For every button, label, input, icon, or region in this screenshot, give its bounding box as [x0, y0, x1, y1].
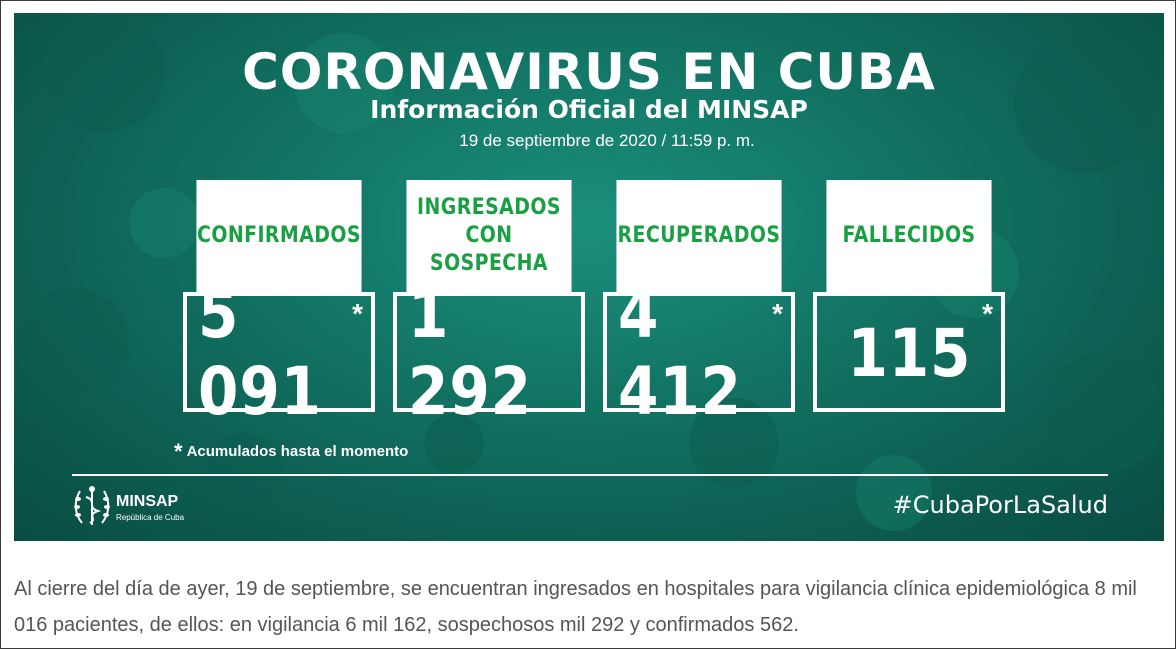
card-label: CONFIRMADOS	[196, 180, 362, 292]
asterisk-mark: *	[982, 298, 993, 329]
card-value-box: 1 292	[393, 276, 585, 430]
covid-infographic-banner: CORONAVIRUS EN CUBA Información Oficial …	[14, 13, 1164, 541]
banner-datetime: 19 de septiembre de 2020 / 11:59 p. m.	[459, 131, 755, 150]
card-value-box: 115 *	[813, 292, 1005, 412]
card-label: FALLECIDOS	[826, 180, 992, 292]
footnote: * Acumulados hasta el momento	[174, 439, 408, 465]
card-ingresados-con-sospecha: INGRESADOS CON SOSPECHA 1 292	[393, 180, 585, 430]
footnote-asterisk: *	[174, 439, 183, 464]
card-label: INGRESADOS CON SOSPECHA	[406, 180, 572, 292]
banner-title: CORONAVIRUS EN CUBA	[242, 43, 936, 101]
asterisk-mark: *	[352, 298, 363, 329]
card-value-box: 5 091 *	[183, 276, 375, 430]
article-caption: Al cierre del día de ayer, 19 de septiem…	[14, 578, 1137, 636]
card-value-box: 4 412 *	[603, 276, 795, 430]
logo-subtitle: República de Cuba	[116, 513, 185, 522]
card-confirmados: CONFIRMADOS 5 091 *	[183, 180, 375, 430]
card-value: 1 292	[408, 276, 532, 430]
card-recuperados: RECUPERADOS 4 412 *	[603, 180, 795, 430]
logo-name: MINSAP	[116, 493, 179, 510]
minsap-logo: MINSAP República de Cuba	[72, 483, 202, 529]
footnote-text: Acumulados hasta el momento	[186, 443, 409, 460]
asterisk-mark: *	[772, 298, 783, 329]
hashtag: #CubaPorLaSalud	[892, 491, 1108, 519]
card-fallecidos: FALLECIDOS 115 *	[813, 180, 1005, 412]
card-value: 115	[847, 314, 971, 392]
divider-line	[72, 474, 1108, 476]
card-value: 5 091	[198, 276, 322, 430]
banner-subtitle: Información Oficial del MINSAP	[370, 95, 808, 124]
minsap-emblem-icon	[74, 486, 110, 525]
card-value: 4 412	[618, 276, 742, 430]
card-label: RECUPERADOS	[616, 180, 782, 292]
